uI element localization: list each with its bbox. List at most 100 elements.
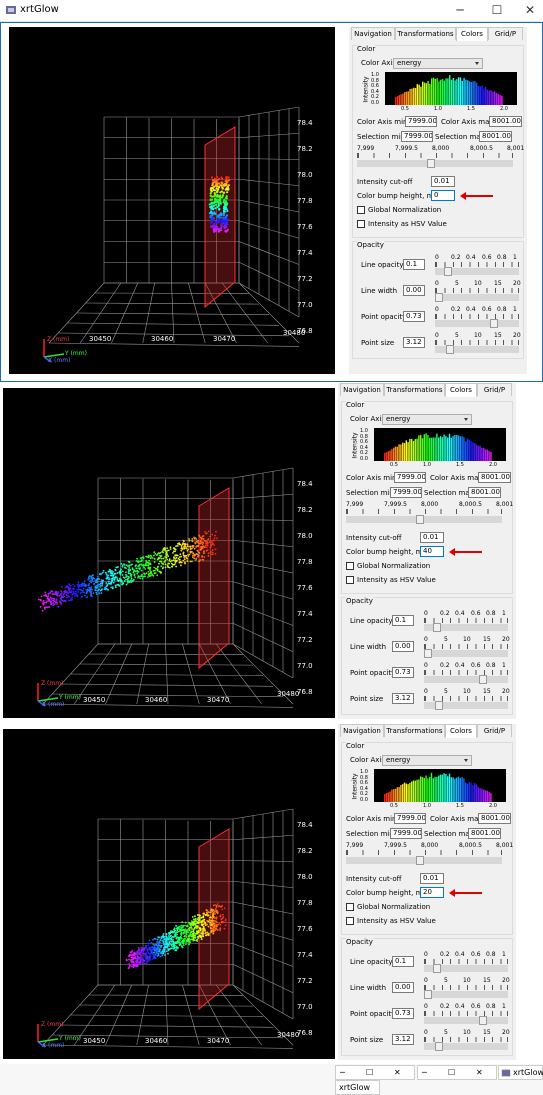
slider-ticks: 7,999 7,999.5 8,000 8,000.5 8,001	[346, 501, 502, 515]
glow-3d-view[interactable]: 78.4 78.2 78.0 77.8 77.6 77.4 77.2 77.0 76.8 3045…	[3, 388, 335, 718]
selection-range-slider[interactable]	[346, 857, 502, 864]
line-opacity-input[interactable]: 0.1	[403, 259, 425, 270]
tab-colors[interactable]: Colors	[456, 27, 488, 41]
point-size-slider[interactable]	[424, 1043, 508, 1050]
point-size-slider[interactable]	[435, 346, 519, 353]
color-axis-max-input[interactable]: 8001.000	[489, 116, 522, 127]
point-size-slider[interactable]	[424, 702, 508, 709]
line-width-input[interactable]: 0.00	[392, 982, 414, 993]
selection-min-input[interactable]: 7999.000	[401, 131, 433, 142]
line-opacity-slider[interactable]	[435, 268, 519, 275]
slider-handle[interactable]	[435, 701, 443, 710]
color-axis-min-input[interactable]: 7999.000	[405, 116, 437, 127]
hsv-checkbox[interactable]	[346, 917, 354, 925]
axis-gizmo: Z (mm)Y (mm)X (mm)	[44, 336, 87, 364]
cutoff-input[interactable]: 0.01	[420, 532, 444, 543]
taskbar-app-button[interactable]: xrtGlow	[498, 1065, 543, 1080]
tab-navigation[interactable]: Navigation	[340, 383, 384, 396]
point-opacity-input[interactable]: 0.73	[403, 311, 425, 322]
maximize-icon[interactable]: ☐	[485, 3, 509, 17]
line-width-slider[interactable]	[424, 650, 508, 657]
tab-gridp[interactable]: Grid/P	[477, 724, 512, 737]
point-opacity-slider[interactable]	[424, 676, 508, 683]
slider-handle[interactable]	[416, 515, 424, 524]
point-opacity-slider[interactable]	[435, 320, 519, 327]
point-opacity-label: Point opacity	[350, 1010, 395, 1018]
global-normalization-checkbox[interactable]	[346, 903, 354, 911]
taskbar-window-controls[interactable]: ─ ☐ ✕	[335, 1065, 415, 1080]
selection-range-slider[interactable]	[346, 516, 502, 523]
hist-ytick: 0.0	[360, 456, 368, 462]
close-icon[interactable]: ✕	[518, 3, 542, 17]
global-normalization-checkbox[interactable]	[357, 206, 365, 214]
color-axis-select[interactable]: energy	[382, 755, 472, 766]
z-tick-label: 78.0	[297, 532, 313, 540]
global-normalization-checkbox[interactable]	[346, 562, 354, 570]
tab-transformations[interactable]: Transformations	[384, 383, 445, 396]
slider-handle[interactable]	[433, 964, 441, 973]
line-opacity-input[interactable]: 0.1	[392, 615, 414, 626]
slider-handle[interactable]	[490, 319, 498, 328]
slider-handle[interactable]	[479, 675, 487, 684]
line-opacity-slider[interactable]	[424, 624, 508, 631]
tab-navigation[interactable]: Navigation	[351, 27, 395, 40]
slider-handle[interactable]	[435, 1042, 443, 1051]
slider-handle[interactable]	[433, 623, 441, 632]
line-width-slider[interactable]	[424, 991, 508, 998]
cutoff-input[interactable]: 0.01	[420, 873, 444, 884]
point-size-input[interactable]: 3.12	[392, 693, 414, 704]
minimize-icon[interactable]: ─	[448, 3, 472, 17]
line-width-input[interactable]: 0.00	[403, 285, 425, 296]
slider-handle[interactable]	[427, 159, 435, 168]
bump-height-input[interactable]: 20	[420, 887, 444, 898]
selection-max-input[interactable]: 8001.000	[479, 131, 512, 142]
color-axis-max-input[interactable]: 8001.000	[478, 472, 511, 483]
line-opacity-slider[interactable]	[424, 965, 508, 972]
color-axis-min-input[interactable]: 7999.000	[394, 813, 426, 824]
point-opacity-input[interactable]: 0.73	[392, 1008, 414, 1019]
bump-height-input[interactable]: 40	[420, 546, 444, 557]
taskbar-app-button[interactable]: xrtGlow	[335, 1080, 380, 1095]
slider-handle[interactable]	[424, 990, 432, 999]
tab-transformations[interactable]: Transformations	[384, 724, 445, 737]
tab-gridp[interactable]: Grid/P	[488, 27, 523, 40]
bump-height-input[interactable]: 0	[431, 190, 455, 201]
slider-handle[interactable]	[435, 293, 443, 302]
point-opacity-input[interactable]: 0.73	[392, 667, 414, 678]
slider-handle[interactable]	[444, 267, 452, 276]
tab-transformations[interactable]: Transformations	[395, 27, 456, 40]
glow-3d-view[interactable]: 78.4 78.2 78.0 77.8 77.6 77.4 77.2 77.0 76.8 3045…	[3, 729, 335, 1059]
color-axis-max-input[interactable]: 8001.000	[478, 813, 511, 824]
point-size-input[interactable]: 3.12	[403, 337, 425, 348]
line-width-slider[interactable]	[435, 294, 519, 301]
tab-colors[interactable]: Colors	[445, 724, 477, 738]
scene-svg: 78.478.278.077.877.677.477.277.076.83045…	[3, 729, 335, 1059]
selection-range-slider[interactable]	[357, 160, 513, 167]
slider-handle[interactable]	[424, 649, 432, 658]
tab-colors[interactable]: Colors	[445, 383, 477, 397]
slider-handle[interactable]	[416, 856, 424, 865]
tab-navigation[interactable]: Navigation	[340, 724, 384, 737]
line-width-input[interactable]: 0.00	[392, 641, 414, 652]
selection-min-input[interactable]: 7999.000	[390, 828, 422, 839]
point-opacity-slider[interactable]	[424, 1017, 508, 1024]
cutoff-input[interactable]: 0.01	[431, 176, 455, 187]
slider-handle[interactable]	[479, 1016, 487, 1025]
slider-handle[interactable]	[446, 345, 454, 354]
opacity-group-label: Opacity	[346, 938, 373, 946]
point-size-input[interactable]: 3.12	[392, 1034, 414, 1045]
hsv-checkbox[interactable]	[346, 576, 354, 584]
color-axis-select[interactable]: energy	[382, 414, 472, 425]
selection-min-input[interactable]: 7999.000	[390, 487, 422, 498]
selection-max-input[interactable]: 8001.000	[468, 487, 501, 498]
color-axis-select[interactable]: energy	[393, 58, 483, 69]
color-axis-min-input[interactable]: 7999.000	[394, 472, 426, 483]
glow-3d-view[interactable]: 78.4 78.2 78.0 77.8 77.6 77.4 77.2 77.0 76.8 3045…	[9, 27, 335, 374]
line-opacity-input[interactable]: 0.1	[392, 956, 414, 967]
x-tick-label: 30480	[277, 1031, 299, 1039]
hsv-checkbox[interactable]	[357, 220, 365, 228]
tab-gridp[interactable]: Grid/P	[477, 383, 512, 396]
z-tick-label: 78.2	[297, 847, 313, 855]
selection-max-input[interactable]: 8001.000	[468, 828, 501, 839]
taskbar-window-controls[interactable]: ─ ☐ ✕	[417, 1065, 497, 1080]
